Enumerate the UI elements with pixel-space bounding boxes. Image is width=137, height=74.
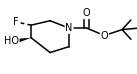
Text: N: N <box>65 23 73 33</box>
Text: HO: HO <box>4 36 19 46</box>
Text: O: O <box>83 8 91 18</box>
Text: F: F <box>13 17 19 27</box>
Polygon shape <box>16 38 31 42</box>
Text: O: O <box>101 30 108 41</box>
